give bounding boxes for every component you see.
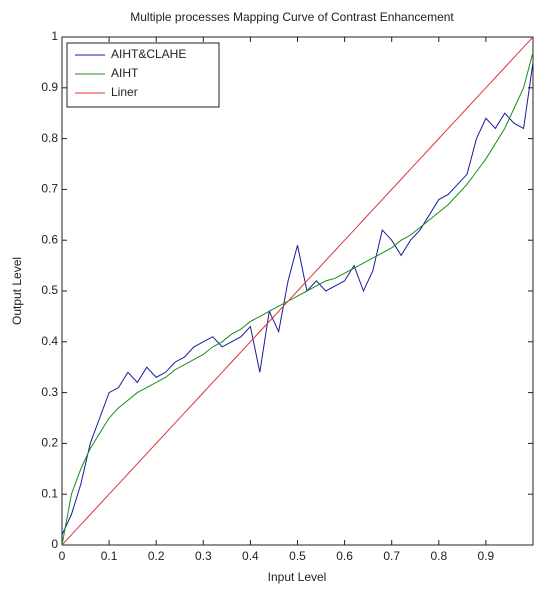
- x-tick-label: 0.1: [101, 549, 118, 563]
- x-tick-label: 0.9: [478, 549, 495, 563]
- series-line: [61, 36, 534, 546]
- series-line: [61, 52, 534, 546]
- series-line: [61, 62, 534, 536]
- y-tick-label: 0.1: [41, 486, 58, 500]
- legend-label: AIHT&CLAHE: [111, 47, 186, 61]
- x-tick-label: 0: [59, 549, 66, 563]
- x-tick-label: 0.4: [242, 549, 259, 563]
- y-tick-label: 0.5: [41, 283, 58, 297]
- x-tick-label: 0.5: [289, 549, 306, 563]
- x-tick-label: 0.8: [430, 549, 447, 563]
- y-tick-label: 0.6: [41, 232, 58, 246]
- x-axis-label: Input Level: [268, 570, 327, 584]
- x-tick-label: 0.3: [195, 549, 212, 563]
- y-tick-label: 0.3: [41, 385, 58, 399]
- y-tick-label: 1: [51, 29, 58, 43]
- legend-label: Liner: [111, 85, 138, 99]
- y-axis-label: Output Level: [10, 257, 24, 325]
- y-tick-label: 0.2: [41, 436, 58, 450]
- y-tick-label: 0.4: [41, 334, 58, 348]
- legend-box: [66, 42, 220, 108]
- legend-label: AIHT: [111, 66, 139, 80]
- chart-title: Multiple processes Mapping Curve of Cont…: [130, 10, 454, 24]
- y-tick-label: 0: [51, 537, 58, 551]
- x-tick-label: 0.6: [336, 549, 353, 563]
- x-tick-label: 0.7: [383, 549, 400, 563]
- y-tick-label: 0.8: [41, 131, 58, 145]
- x-tick-label: 0.2: [148, 549, 165, 563]
- y-tick-label: 0.7: [41, 182, 58, 196]
- y-tick-label: 0.9: [41, 80, 58, 94]
